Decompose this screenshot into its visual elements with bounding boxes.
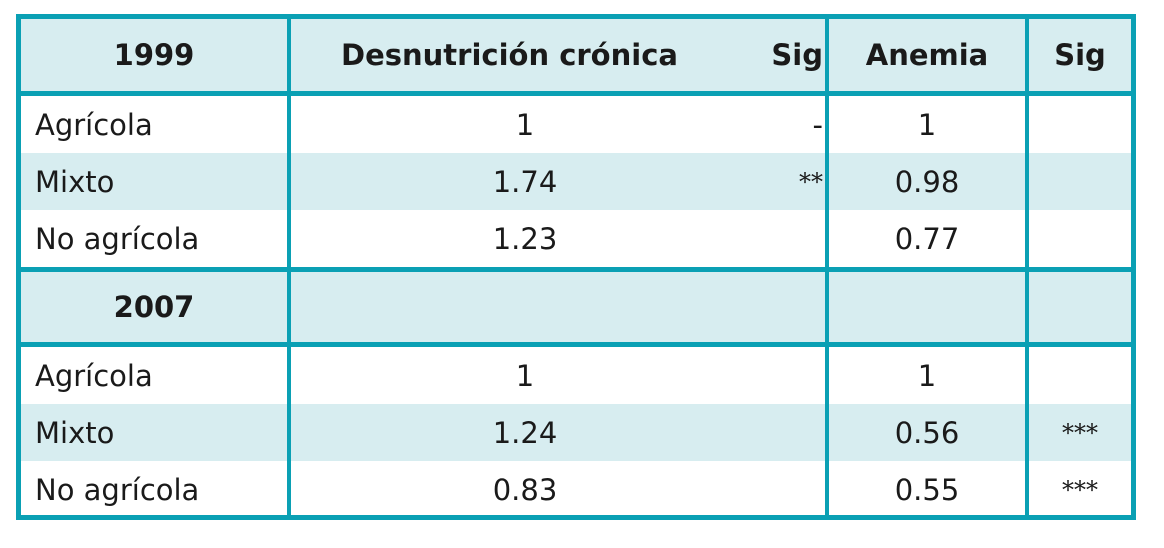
anemia-value: 0.56 [827, 404, 1029, 461]
row-label: Mixto [21, 404, 291, 461]
desnutricion-value: 1.24 [289, 404, 759, 461]
section-empty-cell [1027, 267, 1131, 347]
sig-anemia-value [1027, 153, 1131, 210]
row-label: No agrícola [21, 461, 291, 518]
section-year-2007: 2007 [21, 267, 291, 347]
desnutricion-value: 0.83 [492, 472, 558, 507]
header-desnutricion: Desnutrición crónica [289, 19, 759, 96]
anemia-value: 0.98 [827, 153, 1029, 210]
sig-desnutricion-value: - [759, 93, 829, 153]
results-table: 1999 Desnutrición crónica Sig Anemia Sig… [21, 19, 1131, 518]
desnutricion-value: 1 [515, 358, 535, 393]
row-label: Agrícola [21, 344, 291, 404]
sig-desnutricion-value [759, 461, 829, 518]
anemia-value: 0.55 [827, 461, 1029, 518]
row-label: Mixto [21, 153, 291, 210]
sig-anemia-value: *** [1062, 475, 1098, 504]
section-empty-cell [759, 267, 829, 347]
desnutricion-value: 1.23 [492, 221, 558, 256]
sig-anemia-value [1027, 94, 1131, 154]
sig-desnutricion-value: ** [759, 153, 829, 210]
desnutricion-value: 1 [515, 107, 535, 142]
anemia-value: 1 [827, 344, 1029, 404]
header-sig-anemia: Sig [1027, 19, 1131, 96]
sig-anemia-value: *** [1027, 404, 1131, 461]
table-row: Mixto 1.24 0.56 *** [21, 404, 1131, 461]
section-row-2007: 2007 [21, 267, 1131, 347]
header-year-1999: 1999 [21, 19, 291, 96]
table-row: Agrícola 1 - 1 [21, 93, 1131, 154]
sig-desnutricion-value [759, 404, 829, 461]
header-anemia: Anemia [827, 19, 1029, 96]
table-row: No agrícola 0.83 0.55 *** [21, 461, 1131, 518]
table-header-row: 1999 Desnutrición crónica Sig Anemia Sig [21, 19, 1131, 96]
anemia-value: 1 [827, 93, 1029, 153]
sig-desnutricion-value [759, 210, 829, 270]
header-sig-desnutricion: Sig [759, 19, 829, 96]
anemia-value: 0.77 [827, 210, 1029, 270]
data-table: 1999 Desnutrición crónica Sig Anemia Sig… [16, 14, 1136, 520]
table-row: Agrícola 1 1 [21, 344, 1131, 405]
row-label: Agrícola [21, 93, 291, 153]
section-empty-cell [827, 267, 1029, 347]
section-empty-cell [289, 267, 759, 347]
sig-anemia-value [1027, 210, 1131, 270]
row-label: No agrícola [21, 210, 291, 270]
desnutricion-value: 1.74 [289, 153, 759, 210]
table-row: No agrícola 1.23 0.77 [21, 210, 1131, 270]
sig-anemia-value [1027, 345, 1131, 405]
table-row: Mixto 1.74 ** 0.98 [21, 153, 1131, 210]
sig-desnutricion-value [759, 344, 829, 404]
